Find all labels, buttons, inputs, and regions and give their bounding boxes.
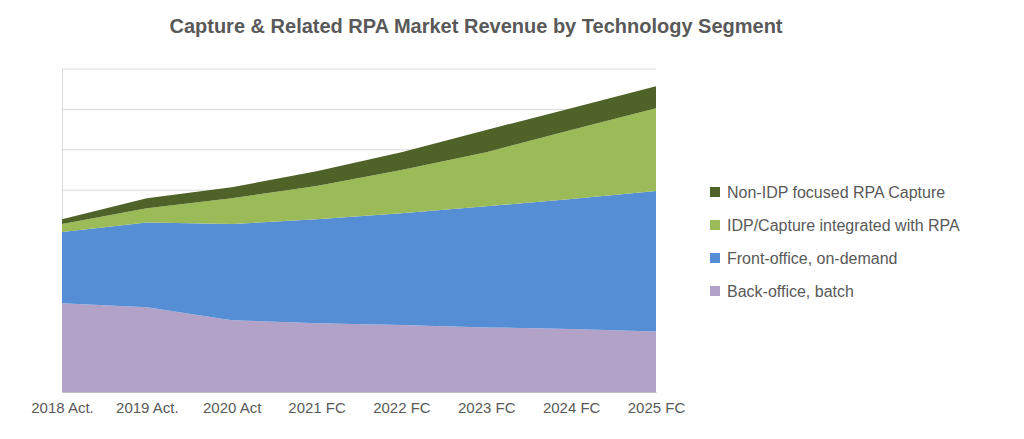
title: Capture & Related RPA Market Revenue by … (169, 15, 782, 37)
x-tick: 2025 FC (628, 392, 686, 416)
legend-item: Non-IDP focused RPA Capture (710, 184, 945, 201)
x-tick-label: 2025 FC (628, 399, 686, 416)
legend-item: Front-office, on-demand (710, 250, 897, 267)
x-tick: 2023 FC (458, 392, 516, 416)
legend-label: IDP/Capture integrated with RPA (727, 217, 960, 234)
plot: 2018 Act. 2019 Act. 2020 Act 2021 FC 2022 FC… (31, 69, 685, 416)
legend: Non-IDP focused RPA Capture IDP/Capture i… (710, 184, 960, 300)
x-tick-label: 2022 FC (373, 399, 431, 416)
x-tick: 2024 FC (543, 392, 601, 416)
x-tick-label: 2018 Act. (31, 399, 94, 416)
legend-label: Front-office, on-demand (727, 250, 897, 267)
grid-line (62, 69, 656, 70)
areas (62, 86, 656, 392)
legend-label: Non-IDP focused RPA Capture (727, 184, 945, 201)
x-tick-label: 2021 FC (288, 399, 346, 416)
grid (62, 69, 656, 392)
x-tick: 2022 FC (373, 392, 431, 416)
x-tick-label: 2024 FC (543, 399, 601, 416)
legend-label: Back-office, batch (727, 283, 854, 300)
legend-swatch (710, 253, 720, 263)
x-tick: 2018 Act. (31, 392, 94, 416)
chart: Capture & Related RPA Market Revenue by … (0, 0, 1024, 439)
x-tick: 2021 FC (288, 392, 346, 416)
legend-item: IDP/Capture integrated with RPA (710, 217, 960, 234)
x-axis-line (63, 392, 657, 393)
legend-swatch (710, 187, 720, 197)
legend-swatch (710, 286, 720, 296)
area (62, 86, 656, 224)
x-tick-label: 2020 Act (203, 399, 262, 416)
legend-item: Back-office, batch (710, 283, 854, 300)
x-tick: 2020 Act (203, 392, 262, 416)
legend-swatch (710, 220, 720, 230)
x-tick-label: 2023 FC (458, 399, 516, 416)
x-tick: 2019 Act. (116, 392, 179, 416)
x-axis: 2018 Act. 2019 Act. 2020 Act 2021 FC 2022 FC… (31, 392, 685, 416)
x-tick-label: 2019 Act. (116, 399, 179, 416)
